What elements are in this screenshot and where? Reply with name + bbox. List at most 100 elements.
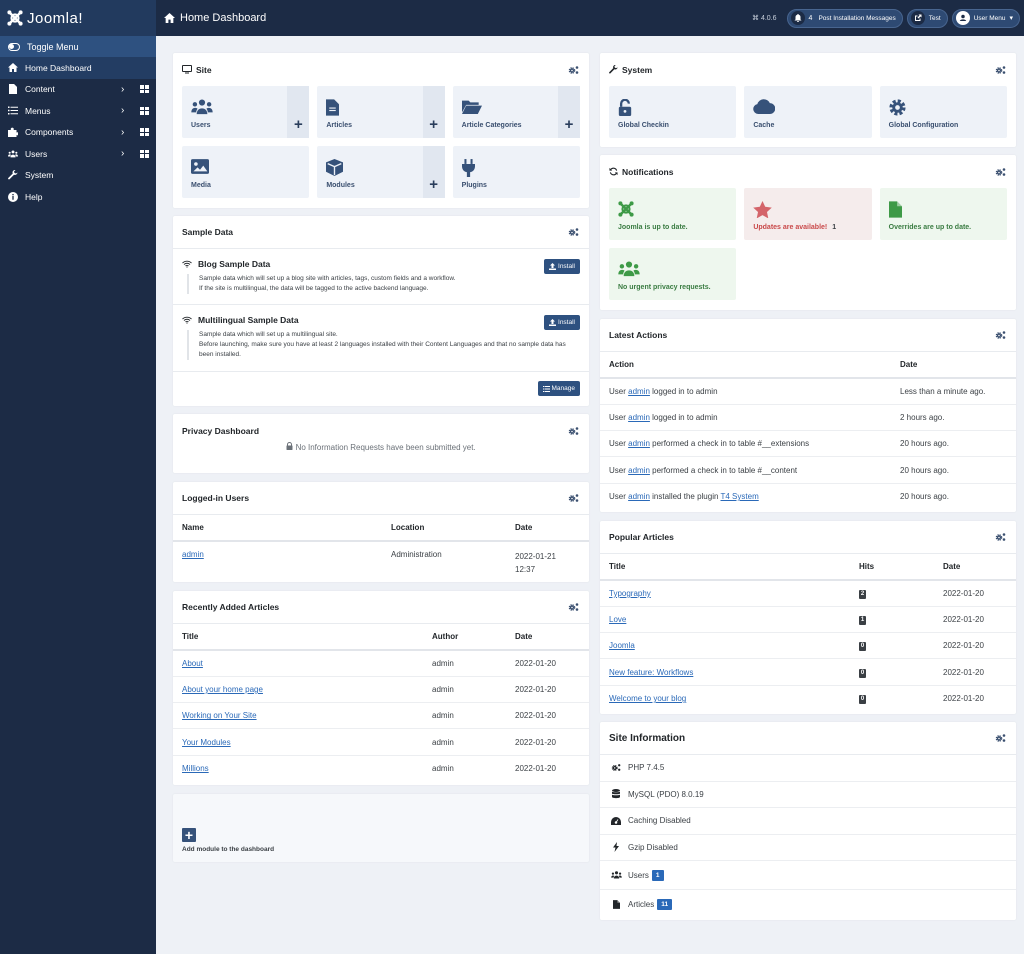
sidebar-item-label: Components	[25, 127, 74, 138]
chevron-right-icon[interactable]: ›	[121, 148, 125, 160]
dashboard-grid-icon[interactable]	[140, 106, 149, 115]
sidebar-item-components[interactable]: Components ›	[0, 122, 156, 144]
user-link[interactable]: admin	[182, 550, 204, 559]
add-article-button[interactable]: +	[422, 86, 445, 138]
sidebar-item-users[interactable]: Users ›	[0, 143, 156, 165]
info-icon	[8, 191, 18, 202]
article-link[interactable]: New feature: Workflows	[609, 667, 694, 677]
gear-icon[interactable]	[995, 65, 1007, 75]
notification-overrides-up-to-date[interactable]: Overrides are up to date.	[879, 188, 1007, 240]
tile-label: Updates are available! 1	[753, 224, 837, 231]
article-link[interactable]: Love	[609, 614, 627, 624]
article-link[interactable]: Welcome to your blog	[609, 694, 687, 704]
user-link[interactable]: admin	[628, 386, 650, 396]
card-title: Notifications	[622, 166, 674, 177]
tile-cache[interactable]: Cache	[744, 86, 872, 138]
list-icon	[8, 106, 18, 116]
test-site-button[interactable]: Test	[906, 8, 948, 28]
tile-plugins[interactable]: Plugins	[452, 146, 580, 198]
gear-icon[interactable]	[568, 602, 580, 612]
sidebar-item-content[interactable]: Content ›	[0, 79, 156, 101]
gauge-icon	[610, 816, 622, 825]
users-icon	[8, 149, 18, 159]
table-row: New feature: Workflows 0 2022-01-20	[600, 658, 1016, 686]
sample-data-description: Sample data which will set up a multilin…	[187, 330, 580, 360]
article-link[interactable]: Millions	[182, 764, 209, 774]
file-icon	[610, 900, 622, 909]
article-link[interactable]: Typography	[609, 588, 651, 598]
chevron-right-icon[interactable]: ›	[121, 83, 125, 95]
tile-article-categories[interactable]: Article Categories +	[452, 86, 580, 138]
list-icon	[542, 385, 550, 392]
user-menu-button[interactable]: User Menu ▾	[951, 8, 1020, 28]
article-link[interactable]: Your Modules	[182, 737, 231, 747]
tile-media[interactable]: Media	[182, 146, 310, 198]
article-link[interactable]: Working on Your Site	[182, 711, 257, 721]
tile-label: Joomla is up to date.	[618, 224, 688, 231]
card-header: System	[600, 53, 1016, 86]
notification-updates-available[interactable]: Updates are available! 1	[744, 188, 872, 240]
gear-icon[interactable]	[995, 167, 1007, 177]
add-user-button[interactable]: +	[287, 86, 310, 138]
user-link[interactable]: admin	[628, 465, 650, 475]
article-link[interactable]: About	[182, 658, 203, 668]
user-link[interactable]: admin	[628, 439, 650, 449]
card-header: Sample Data	[173, 216, 589, 249]
dashboard-grid-icon[interactable]	[140, 85, 149, 94]
user-link[interactable]: admin	[628, 412, 650, 422]
gear-icon[interactable]	[995, 532, 1007, 542]
toggle-menu-button[interactable]: Toggle Menu	[0, 36, 156, 57]
database-icon	[610, 789, 622, 799]
tile-label: Users	[191, 122, 211, 129]
gear-icon[interactable]	[568, 426, 580, 436]
toggle-icon	[8, 42, 20, 51]
install-multilingual-button[interactable]: Install	[544, 315, 580, 330]
tile-label: Modules	[326, 182, 355, 189]
plugin-link[interactable]: T4 System	[720, 492, 759, 502]
tile-global-configuration[interactable]: Global Configuration	[879, 86, 1007, 138]
wrench-icon	[8, 170, 18, 180]
install-blog-button[interactable]: Install	[544, 259, 580, 274]
user-link[interactable]: admin	[628, 492, 650, 502]
chevron-right-icon[interactable]: ›	[121, 126, 125, 138]
gear-icon[interactable]	[568, 493, 580, 503]
table-row: Welcome to your blog 0 2022-01-20	[609, 694, 984, 705]
sidebar-item-system[interactable]: System	[0, 165, 156, 187]
sidebar-item-menus[interactable]: Menus ›	[0, 100, 156, 122]
tile-users[interactable]: Users +	[182, 86, 310, 138]
chevron-right-icon[interactable]: ›	[121, 105, 125, 117]
post-installation-messages-button[interactable]: 4 Post Installation Messages	[786, 8, 903, 28]
wrench-icon	[609, 65, 618, 74]
notification-joomla-up-to-date[interactable]: Joomla is up to date.	[609, 188, 737, 240]
users-count-badge: 1	[651, 869, 664, 881]
tile-global-checkin[interactable]: Global Checkin	[609, 86, 737, 138]
table-row: User admin performed a check in to table…	[600, 430, 1016, 458]
gear-icon[interactable]	[995, 733, 1007, 743]
manage-sample-data-button[interactable]: Manage	[537, 381, 580, 396]
add-module-card[interactable]: + Add module to the dashboard	[173, 794, 589, 862]
page-title-text: Home Dashboard	[180, 12, 267, 24]
cog-icon	[889, 99, 906, 116]
joomla-logo[interactable]: Joomla!	[0, 0, 156, 36]
dashboard-grid-icon[interactable]	[140, 128, 149, 137]
tile-articles[interactable]: Articles +	[317, 86, 445, 138]
sample-data-title: Blog Sample Data	[198, 259, 271, 269]
card-title: Privacy Dashboard	[182, 425, 260, 436]
sample-data-blog: Blog Sample Data Sample data which will …	[173, 249, 589, 305]
plus-square-icon[interactable]: +	[182, 828, 196, 842]
gear-icon[interactable]	[995, 330, 1007, 340]
gear-icon[interactable]	[568, 227, 580, 237]
users-icon	[610, 871, 622, 879]
notification-privacy-requests[interactable]: No urgent privacy requests.	[609, 248, 737, 300]
gear-icon[interactable]	[568, 65, 580, 75]
sidebar-item-help[interactable]: Help	[0, 186, 156, 208]
add-module-button[interactable]: +	[422, 146, 445, 198]
latest-actions-table: Action Date User admin logged in to admin…	[600, 352, 1016, 509]
add-category-button[interactable]: +	[558, 86, 580, 138]
latest-actions-card: Latest Actions Action Date User admin log…	[600, 319, 1016, 512]
tile-modules[interactable]: Modules +	[317, 146, 445, 198]
dashboard-grid-icon[interactable]	[140, 149, 149, 158]
article-link[interactable]: Joomla	[609, 641, 635, 651]
article-link[interactable]: About your home page	[182, 684, 263, 694]
sidebar-item-home-dashboard[interactable]: Home Dashboard	[0, 57, 156, 79]
